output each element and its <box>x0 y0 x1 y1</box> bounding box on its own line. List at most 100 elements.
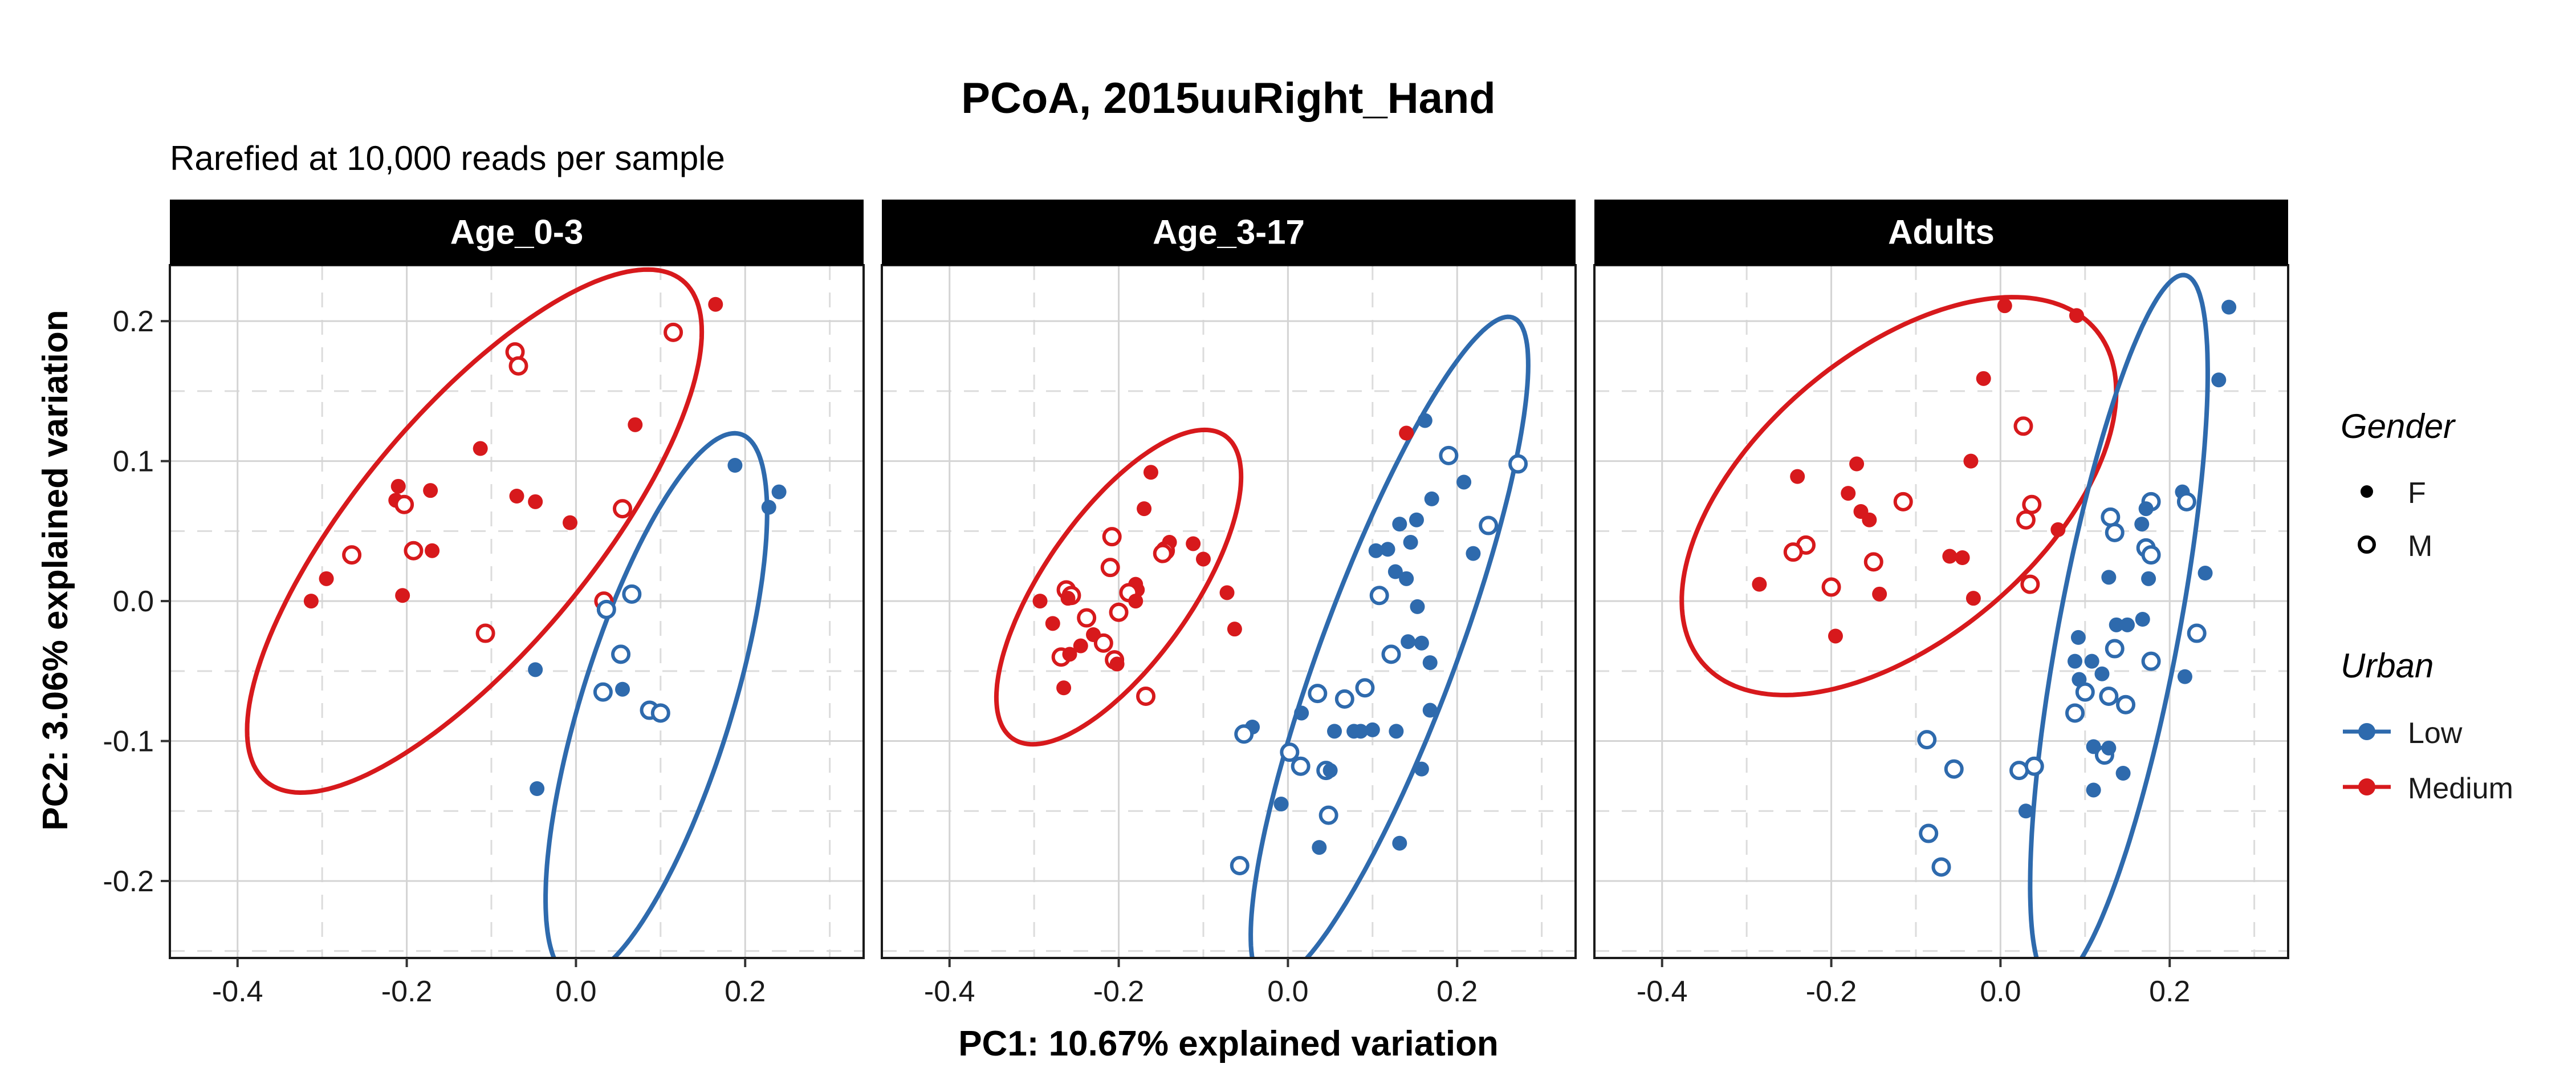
point-medium-male <box>2022 494 2042 514</box>
point-low-female <box>1466 546 1481 561</box>
point-low-female <box>1399 571 1414 586</box>
point-medium-male <box>613 499 633 519</box>
facet-strip-label: Adults <box>1888 213 1995 251</box>
panel-Age_3-17: Age_3-17 -0.4 -0.2 0.0 0.2 <box>881 200 1577 1008</box>
point-medium-female <box>1399 425 1414 441</box>
x-tick-label: 0.0 <box>1980 975 2021 1008</box>
point-low-female <box>2197 566 2213 580</box>
point-medium-female <box>1862 512 1877 527</box>
point-medium-female <box>1186 536 1201 551</box>
x-tick-label: -0.2 <box>381 975 433 1008</box>
x-tick-label: -0.4 <box>212 975 263 1008</box>
point-low-female <box>1392 517 1407 532</box>
point-low-female <box>1387 564 1403 579</box>
point-low-female <box>1380 542 1395 557</box>
point-low-female <box>771 484 787 500</box>
point-low-female <box>1414 761 1429 777</box>
point-low-female <box>2101 740 2117 756</box>
point-medium-female <box>1942 549 1958 564</box>
point-medium-female <box>1128 594 1143 609</box>
point-low-female <box>2141 571 2156 586</box>
point-medium-male <box>342 545 362 565</box>
point-medium-male <box>1783 542 1803 562</box>
point-low-male <box>1479 515 1499 535</box>
point-medium-female <box>1965 591 1981 606</box>
y-tick-label: -0.1 <box>103 725 154 758</box>
y-axis-label: PC2: 3.06% explained variation <box>36 310 75 830</box>
legend-urban-medium-symbol <box>2358 778 2375 795</box>
point-low-male <box>2105 522 2125 542</box>
point-low-female <box>1403 535 1418 550</box>
point-medium-male <box>1109 602 1129 622</box>
point-medium-male <box>404 541 424 561</box>
point-medium-male <box>1153 543 1173 563</box>
point-low-male <box>622 584 642 604</box>
legend-gender-title: Gender <box>2341 407 2456 445</box>
point-low-female <box>2134 517 2150 532</box>
point-medium-male <box>1893 492 1913 511</box>
point-low-male <box>1291 756 1311 776</box>
point-low-male <box>1508 454 1528 474</box>
point-low-male <box>2187 623 2207 643</box>
panel-background <box>1594 265 2288 958</box>
point-medium-female <box>1109 656 1125 672</box>
x-tick-label: -0.4 <box>1637 975 1688 1008</box>
legend-urban-title: Urban <box>2341 647 2433 685</box>
point-low-female <box>2094 666 2110 681</box>
point-low-female <box>2115 766 2131 781</box>
point-low-female <box>1312 840 1327 855</box>
point-low-male <box>1917 730 1937 750</box>
point-medium-female <box>1143 465 1158 480</box>
point-medium-female <box>1032 594 1048 609</box>
ellipse-medium <box>994 427 1244 747</box>
point-low-male <box>1369 586 1389 606</box>
point-medium-male <box>1136 687 1156 706</box>
point-medium-female <box>319 571 334 586</box>
y-tick-label: 0.2 <box>113 305 154 338</box>
point-medium-female <box>1752 577 1767 592</box>
point-medium-female <box>1060 591 1076 606</box>
x-tick-label: -0.4 <box>924 975 975 1008</box>
point-low-female <box>1353 724 1369 739</box>
point-low-male <box>1919 823 1939 843</box>
point-low-male <box>2101 507 2121 527</box>
point-medium-female <box>1219 585 1235 600</box>
point-low-male <box>1931 857 1951 877</box>
facet-strip <box>882 200 1576 265</box>
point-low-female <box>530 781 545 796</box>
point-low-male <box>611 644 631 664</box>
x-tick-label: 0.2 <box>725 975 766 1008</box>
point-low-female <box>2086 782 2101 798</box>
point-low-female <box>1424 491 1439 506</box>
point-low-female <box>2070 630 2086 645</box>
point-low-female <box>1401 634 1416 649</box>
point-low-female <box>1294 705 1309 721</box>
legend-urban-low-symbol <box>2358 723 2375 740</box>
x-tick-label: -0.2 <box>1806 975 1857 1008</box>
point-low-male <box>1318 805 1338 825</box>
point-low-female <box>1365 722 1380 737</box>
panel-content <box>994 314 1531 958</box>
point-medium-male <box>1093 633 1113 653</box>
point-medium-female <box>1872 586 1887 602</box>
point-medium-female <box>1828 628 1843 644</box>
point-low-female <box>1414 635 1429 651</box>
point-low-female <box>2109 617 2124 632</box>
point-medium-female <box>1227 622 1242 637</box>
point-medium-female <box>423 483 438 498</box>
ellipse-medium <box>245 267 705 795</box>
point-medium-female <box>628 417 643 432</box>
point-medium-female <box>509 489 524 504</box>
x-tick-label: 0.0 <box>555 975 596 1008</box>
point-medium-male <box>508 356 528 376</box>
point-low-female <box>1417 413 1433 428</box>
ellipse-medium <box>1679 295 2119 697</box>
x-tick-label: 0.2 <box>2149 975 2190 1008</box>
point-low-female <box>1409 512 1424 527</box>
point-medium-female <box>1849 456 1865 472</box>
point-medium-female <box>1073 638 1088 653</box>
panel-Age_0-3: Age_0-3 -0.4 -0.2 0.0 0.2 -0.2 -0.1 0.0 0.1 0.2 <box>103 200 865 1008</box>
y-tick-label: 0.0 <box>113 585 154 618</box>
panel-content <box>1679 273 2237 958</box>
